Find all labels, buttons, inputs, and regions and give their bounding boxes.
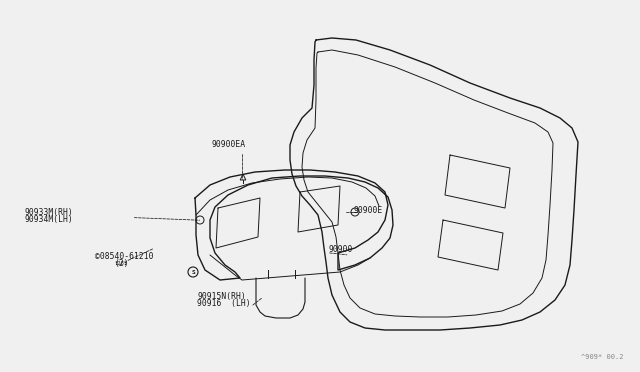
Text: 90900E: 90900E xyxy=(353,206,383,215)
Text: ^909* 00.2: ^909* 00.2 xyxy=(582,354,624,360)
Text: ©08540-61210: ©08540-61210 xyxy=(95,252,153,261)
Text: 90900EA: 90900EA xyxy=(211,140,245,149)
Text: 90916  (LH): 90916 (LH) xyxy=(197,299,251,308)
Text: 90915N(RH): 90915N(RH) xyxy=(197,292,246,301)
Text: (2): (2) xyxy=(114,259,129,268)
Text: S: S xyxy=(191,269,195,275)
Text: ❢28❣: ❢28❣ xyxy=(114,261,127,266)
Text: 90934M(LH): 90934M(LH) xyxy=(24,215,73,224)
Text: 90900: 90900 xyxy=(329,246,353,254)
Text: 90933M(RH): 90933M(RH) xyxy=(24,208,73,217)
